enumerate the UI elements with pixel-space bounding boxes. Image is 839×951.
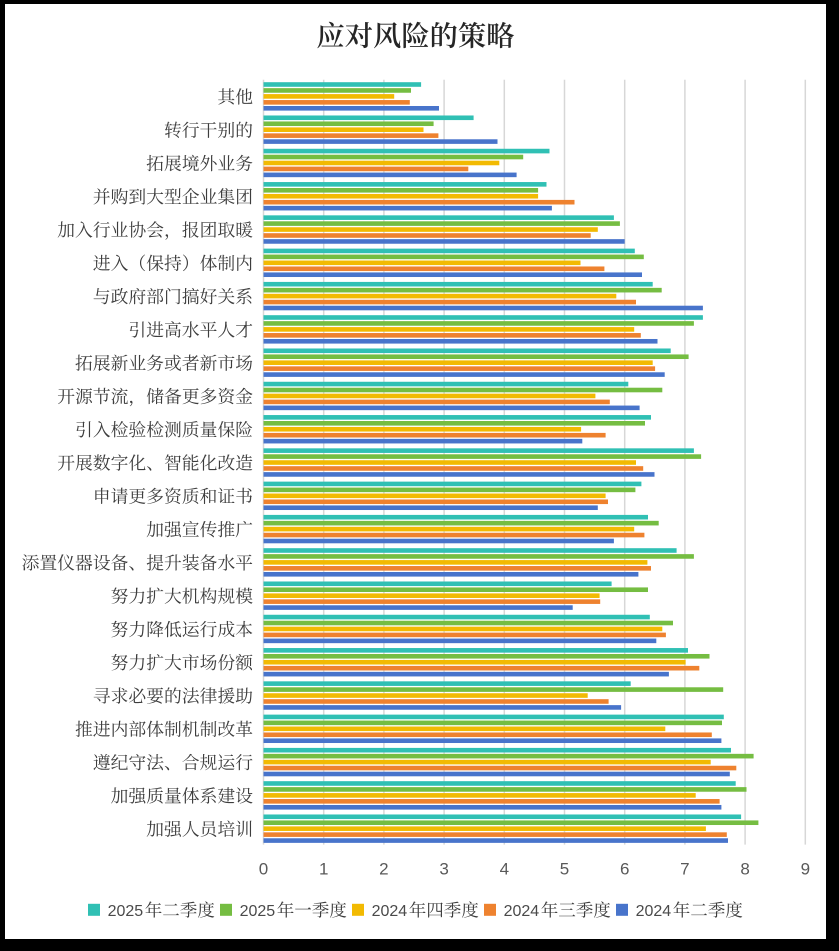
svg-text:2024: 2024	[504, 903, 540, 920]
svg-text:2025: 2025	[108, 903, 144, 920]
svg-text:2: 2	[379, 860, 388, 879]
svg-text:1: 1	[319, 860, 328, 879]
svg-text:3: 3	[439, 860, 448, 879]
svg-text:2025: 2025	[240, 903, 276, 920]
svg-text:2024: 2024	[636, 903, 672, 920]
svg-text:6: 6	[620, 860, 629, 879]
svg-text:7: 7	[680, 860, 689, 879]
svg-text:2024: 2024	[372, 903, 408, 920]
svg-text:5: 5	[560, 860, 569, 879]
svg-text:9: 9	[801, 860, 810, 879]
svg-text:0: 0	[259, 860, 268, 879]
svg-text:8: 8	[740, 860, 749, 879]
svg-text:4: 4	[500, 860, 509, 879]
